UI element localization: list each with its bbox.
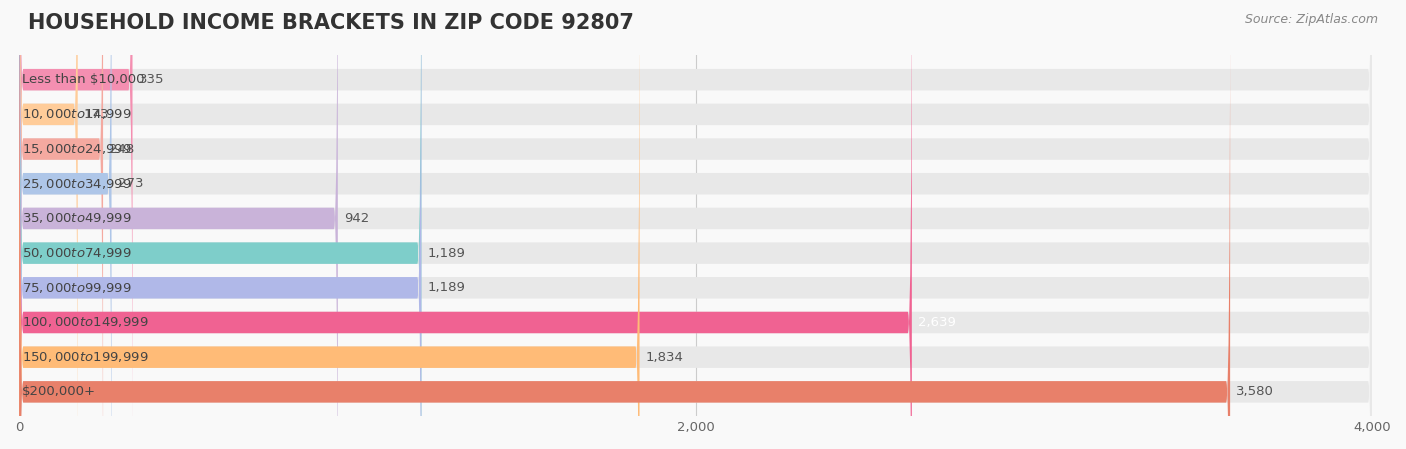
FancyBboxPatch shape [20,0,1372,449]
FancyBboxPatch shape [20,0,1372,449]
FancyBboxPatch shape [20,0,912,449]
Text: 273: 273 [118,177,143,190]
FancyBboxPatch shape [20,0,1372,449]
Text: $75,000 to $99,999: $75,000 to $99,999 [22,281,132,295]
Text: 1,189: 1,189 [427,282,465,294]
FancyBboxPatch shape [20,0,1372,449]
FancyBboxPatch shape [20,0,111,449]
FancyBboxPatch shape [20,0,422,449]
FancyBboxPatch shape [20,0,77,449]
Text: 942: 942 [344,212,370,225]
Text: 1,834: 1,834 [645,351,683,364]
Text: $10,000 to $14,999: $10,000 to $14,999 [22,107,132,121]
Text: $200,000+: $200,000+ [22,385,96,398]
Text: 1,189: 1,189 [427,247,465,260]
FancyBboxPatch shape [20,0,132,449]
Text: $35,000 to $49,999: $35,000 to $49,999 [22,211,132,225]
Text: $50,000 to $74,999: $50,000 to $74,999 [22,246,132,260]
Text: $25,000 to $34,999: $25,000 to $34,999 [22,177,132,191]
FancyBboxPatch shape [20,0,1372,449]
FancyBboxPatch shape [20,0,1372,449]
Text: $15,000 to $24,999: $15,000 to $24,999 [22,142,132,156]
FancyBboxPatch shape [20,0,1230,449]
Text: HOUSEHOLD INCOME BRACKETS IN ZIP CODE 92807: HOUSEHOLD INCOME BRACKETS IN ZIP CODE 92… [28,13,634,34]
FancyBboxPatch shape [20,0,640,449]
FancyBboxPatch shape [20,0,103,449]
Text: 335: 335 [139,73,165,86]
Text: 2,639: 2,639 [918,316,956,329]
FancyBboxPatch shape [20,0,337,449]
Text: Source: ZipAtlas.com: Source: ZipAtlas.com [1244,13,1378,26]
Text: $150,000 to $199,999: $150,000 to $199,999 [22,350,149,364]
Text: 173: 173 [84,108,110,121]
FancyBboxPatch shape [20,0,1372,449]
FancyBboxPatch shape [20,0,1372,449]
Text: 3,580: 3,580 [1236,385,1274,398]
FancyBboxPatch shape [20,0,422,449]
Text: $100,000 to $149,999: $100,000 to $149,999 [22,316,149,330]
Text: Less than $10,000: Less than $10,000 [22,73,145,86]
FancyBboxPatch shape [20,0,1372,449]
FancyBboxPatch shape [20,0,1372,449]
Text: 248: 248 [110,143,135,155]
